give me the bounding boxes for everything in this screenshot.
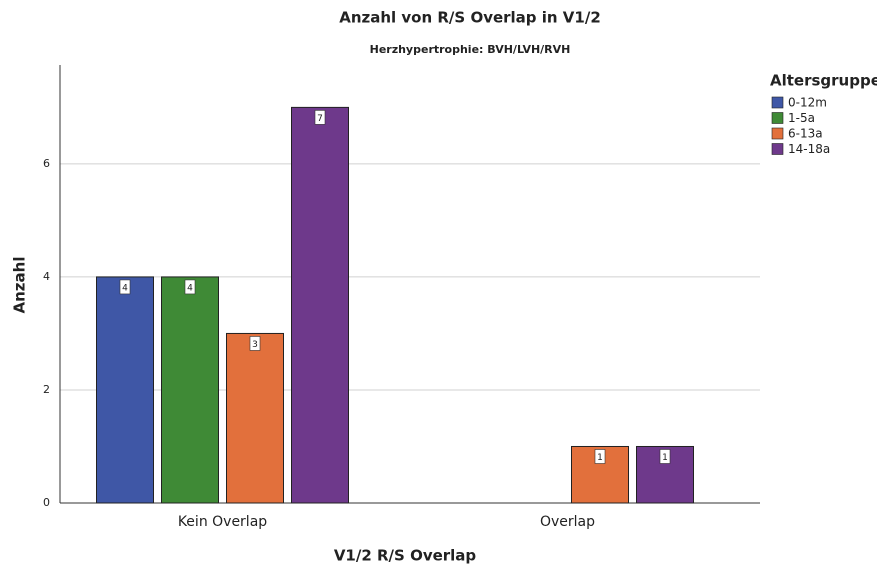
bar (291, 106, 349, 504)
bar (636, 445, 694, 504)
data-label: 1 (662, 453, 668, 463)
data-label-box (119, 279, 131, 295)
bar (226, 332, 284, 504)
data-label: 7 (317, 114, 323, 124)
legend-title: Altersgruppen (770, 72, 877, 90)
chart-title: Anzahl von R/S Overlap in V1/2 (339, 9, 601, 27)
data-label-box (314, 110, 326, 125)
data-label-box (184, 279, 196, 295)
y-axis-label: Anzahl (11, 257, 29, 314)
y-tick-label: 0 (43, 496, 50, 509)
data-label: 1 (597, 453, 603, 463)
legend-label: 0-12m (788, 96, 827, 110)
x-tick-label: Kein Overlap (178, 514, 267, 530)
data-label-box (659, 449, 671, 464)
legend-swatch (771, 143, 784, 155)
legend-label: 1-5a (788, 111, 815, 125)
data-label: 4 (187, 283, 193, 293)
legend-swatch (771, 96, 784, 109)
x-axis-label: V1/2 R/S Overlap (334, 547, 477, 565)
y-tick-label: 2 (43, 383, 50, 396)
data-label: 4 (122, 283, 128, 293)
chart-subtitle: Herzhypertrophie: BVH/LVH/RVH (370, 43, 571, 56)
data-label-box (249, 336, 261, 351)
y-tick-label: 6 (43, 157, 50, 170)
legend-label: 6-13a (788, 127, 823, 141)
legend-swatch (771, 112, 784, 124)
data-label: 3 (252, 340, 258, 350)
y-tick-label: 4 (43, 270, 50, 283)
legend-swatch (771, 127, 784, 140)
bar (161, 276, 219, 504)
legend-label: 14-18a (788, 142, 830, 156)
bar (96, 276, 154, 504)
x-tick-label: Overlap (540, 514, 595, 530)
data-label-box (594, 449, 606, 464)
